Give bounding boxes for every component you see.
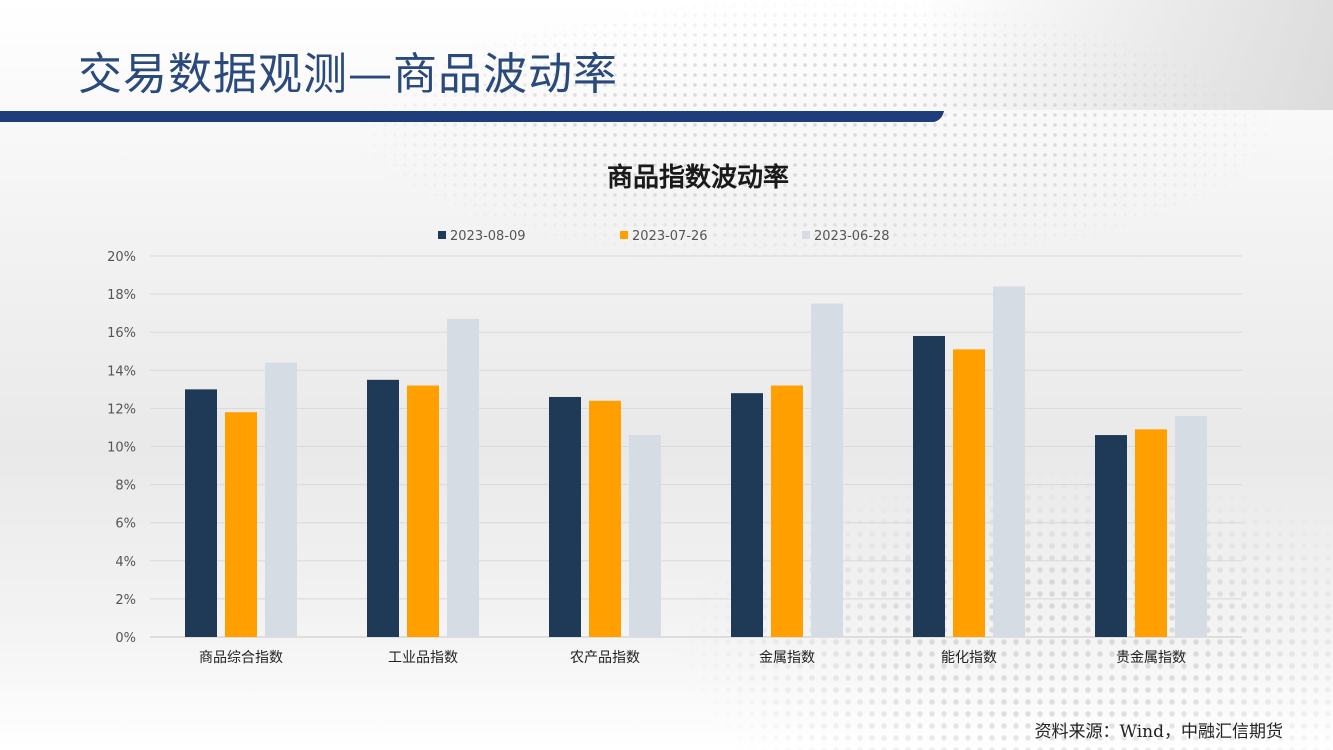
bar-2023-07-26	[771, 385, 803, 637]
bar-2023-06-28	[447, 318, 479, 637]
bar-2023-08-09	[731, 393, 763, 637]
legend-swatch	[802, 231, 810, 239]
bar-2023-08-09	[549, 396, 581, 637]
x-category-label: 工业品指数	[388, 650, 458, 666]
legend-swatch	[438, 231, 446, 239]
x-axis-categories: 商品综合指数 工业品指数 农产品指数 金属指数 能化指数 贵金属指数	[199, 650, 1186, 666]
hex-pattern-background	[650, 420, 1333, 750]
y-tick-label: 10%	[107, 441, 136, 456]
chart-bars	[185, 286, 1207, 637]
y-tick-label: 16%	[107, 326, 136, 341]
bar-2023-07-26	[589, 400, 621, 637]
x-category-label: 贵金属指数	[1116, 650, 1186, 666]
bar-2023-08-09	[185, 389, 217, 637]
bar-2023-06-28	[1175, 416, 1207, 637]
legend-label: 2023-06-28	[814, 229, 890, 244]
bar-2023-07-26	[407, 385, 439, 637]
bar-2023-07-26	[1135, 429, 1167, 637]
y-tick-label: 20%	[107, 250, 136, 265]
legend-label: 2023-07-26	[632, 229, 708, 244]
x-category-label: 农产品指数	[570, 650, 640, 666]
chart-title: 商品指数波动率	[607, 162, 789, 193]
y-tick-label: 2%	[115, 593, 136, 608]
chart-legend: 2023-08-09 2023-07-26 2023-06-28	[438, 229, 890, 244]
bar-2023-08-09	[367, 379, 399, 637]
y-tick-label: 12%	[107, 402, 136, 417]
legend-item: 2023-06-28	[802, 229, 890, 244]
y-tick-label: 18%	[107, 288, 136, 303]
y-tick-label: 6%	[115, 517, 136, 532]
y-axis-ticks: 0% 2% 4% 6% 8% 10% 12% 14% 16% 18% 20%	[107, 250, 136, 646]
slide-title: 交易数据观测—商品波动率	[78, 49, 618, 100]
bar-2023-08-09	[1095, 435, 1127, 637]
y-tick-label: 14%	[107, 364, 136, 379]
bar-2023-06-28	[265, 362, 297, 637]
y-tick-label: 4%	[115, 555, 136, 570]
chart-gridlines	[150, 255, 1242, 638]
bar-2023-06-28	[629, 435, 661, 637]
volatility-bar-chart: 商品指数波动率 0% 2% 4% 6% 8% 10% 12% 14% 16% 18% 20% 商品综…	[107, 162, 1242, 666]
y-tick-label: 0%	[115, 631, 136, 646]
bar-2023-07-26	[953, 349, 985, 637]
bar-2023-08-09	[913, 336, 945, 637]
legend-label: 2023-08-09	[450, 229, 526, 244]
legend-item: 2023-08-09	[438, 229, 526, 244]
bar-2023-06-28	[993, 286, 1025, 637]
x-category-label: 金属指数	[759, 650, 815, 666]
top-right-shade	[913, 0, 1333, 110]
source-note: 资料来源：Wind，中融汇信期货	[1034, 722, 1283, 742]
bar-2023-07-26	[225, 412, 257, 637]
title-underline-bar	[0, 111, 944, 122]
x-category-label: 商品综合指数	[199, 650, 283, 666]
bar-2023-06-28	[811, 303, 843, 637]
legend-item: 2023-07-26	[620, 229, 708, 244]
x-category-label: 能化指数	[941, 650, 997, 666]
legend-swatch	[620, 231, 628, 239]
y-tick-label: 8%	[115, 479, 136, 494]
